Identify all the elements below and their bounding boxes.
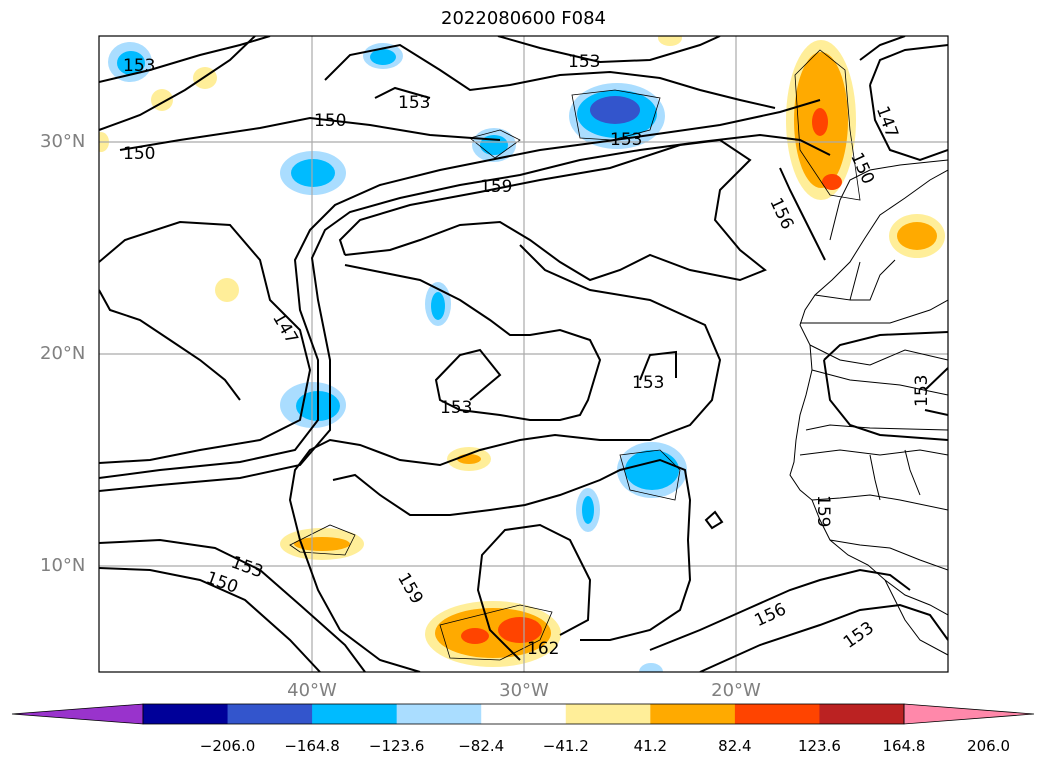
contour-label: 153 (840, 618, 878, 653)
contour-label: 153 (440, 398, 472, 418)
contour-label: 153 (568, 52, 600, 72)
map-title: 2022080600 F084 (441, 8, 606, 29)
colorbar-segment (650, 704, 736, 724)
colorbar-tick-label: −41.2 (542, 737, 589, 755)
colorbar-tick-label: −123.6 (368, 737, 425, 755)
contour-label: 156 (765, 195, 797, 233)
colorbar-tick-label: 206.0 (967, 737, 1011, 755)
contour-label: 147 (872, 103, 902, 140)
contour-label: 150 (123, 144, 155, 164)
colorbar-segment (734, 704, 820, 724)
colorbar-segment (227, 704, 313, 724)
colorbar-tick-label: 41.2 (633, 737, 668, 755)
contour-label: 153 (610, 130, 642, 150)
latitude-label: 20°N (40, 343, 86, 364)
colorbar (11, 703, 1035, 725)
negative-anomaly-patch (108, 42, 687, 672)
contour-label: 150 (314, 111, 346, 131)
longitude-label: 30°W (499, 680, 549, 701)
longitude-label: 20°W (711, 680, 761, 701)
colorbar-tick-label: −164.8 (284, 737, 340, 755)
colorbar-outline (142, 703, 905, 725)
graticule (99, 36, 948, 672)
contour-label: 153 (398, 93, 430, 113)
height-contours (99, 36, 948, 672)
colorbar-tick-label: −82.4 (458, 737, 505, 755)
contour-label: 159 (393, 570, 427, 608)
longitude-label: 40°W (287, 680, 337, 701)
contour-label: 159 (813, 495, 833, 527)
colorbar-tick-label: 164.8 (882, 737, 926, 755)
contour-label: 153 (632, 373, 664, 393)
colorbar-segment (565, 704, 651, 724)
colorbar-segment (481, 704, 567, 724)
colorbar-tick-label: 82.4 (718, 737, 752, 755)
colorbar-arrow-high (903, 703, 1035, 725)
colorbar-segment (312, 704, 398, 724)
contour-label: 150 (846, 150, 878, 188)
latitude-label: 10°N (40, 555, 86, 576)
contour-label: 153 (123, 56, 155, 76)
colorbar-tick-label: −206.0 (199, 737, 256, 755)
map-plot-area: 153 150 153 150 153 159 153 147 147 150 … (99, 36, 948, 672)
coastlines (789, 159, 948, 656)
contour-label: 147 (268, 310, 302, 348)
latitude-label: 30°N (40, 131, 86, 152)
contour-label: 162 (527, 639, 559, 659)
colorbar-tick-label: 123.6 (797, 737, 841, 755)
colorbar-segment (396, 704, 482, 724)
contour-label: 153 (912, 375, 932, 407)
colorbar-segment (143, 704, 229, 724)
colorbar-segment (819, 704, 905, 724)
contour-label: 159 (480, 177, 512, 197)
map-border (98, 35, 949, 673)
colorbar-arrow-low (11, 703, 144, 725)
